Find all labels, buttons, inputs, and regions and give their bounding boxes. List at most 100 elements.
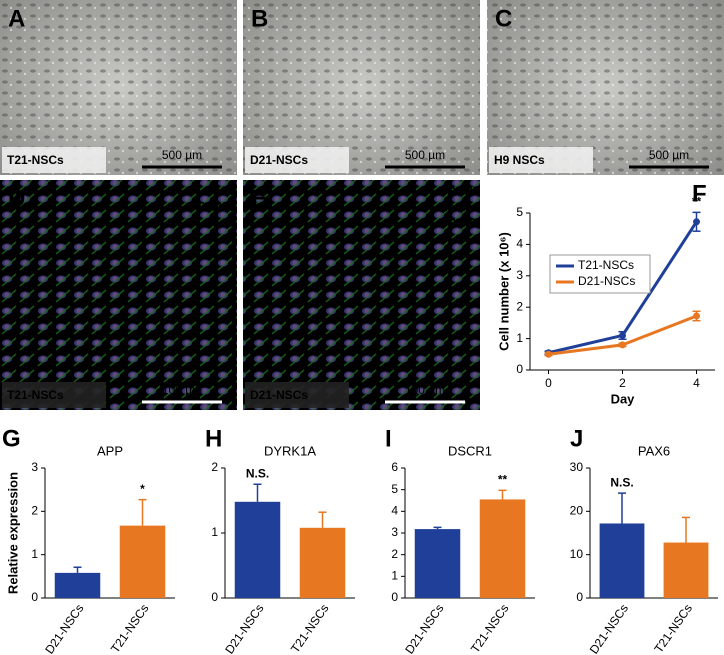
legend-box	[549, 254, 651, 294]
y-tick-label: 0	[391, 590, 398, 604]
x-tick-label: 0	[545, 376, 552, 390]
legend-label: D21-NSCs	[578, 274, 635, 288]
stain-label: DAPI	[447, 184, 476, 198]
y-tick-label: 2	[31, 504, 38, 518]
point	[693, 218, 700, 226]
y-tick-label: 4	[391, 504, 398, 518]
panel-label: I	[385, 425, 392, 452]
chart-title: DYRK1A	[264, 443, 316, 458]
y-tick-label: 1	[211, 525, 218, 539]
scale-bar-label: 500 µm	[405, 148, 445, 162]
bar	[119, 525, 166, 598]
y-tick-label: 0	[211, 590, 218, 604]
significance: **	[692, 195, 702, 209]
cell-texture	[0, 180, 237, 410]
chart-title: APP	[97, 443, 123, 458]
x-tick-label: T21-NSCs	[108, 602, 152, 655]
cell-texture	[487, 0, 724, 175]
bar	[663, 542, 709, 598]
y-tick-label: 0	[576, 590, 583, 604]
point	[545, 350, 552, 358]
chart-title: DSCR1	[448, 443, 492, 458]
x-tick-label: D21-NSCs	[587, 602, 631, 655]
y-axis-label: Cell number (x 10⁶)	[496, 232, 511, 351]
bar	[54, 572, 101, 598]
panel-label: G	[2, 425, 21, 452]
panel-label: C	[495, 5, 512, 32]
scale-bar-label: 100 µm	[162, 383, 202, 397]
y-tick-label: 3	[391, 525, 398, 539]
caption: H9 NSCs	[494, 153, 545, 167]
stain-label: Pax6	[205, 216, 233, 230]
cell-texture	[243, 180, 480, 410]
panel-label: B	[251, 5, 268, 32]
panel-label: J	[570, 425, 583, 452]
y-tick-label: 6	[391, 460, 398, 474]
caption-box	[489, 147, 593, 173]
y-tick-label: 0	[31, 590, 38, 604]
y-tick-label: 1	[391, 569, 398, 583]
caption-box	[245, 382, 349, 408]
point	[619, 331, 626, 339]
significance: *	[140, 482, 145, 496]
caption: D21-NSCs	[250, 388, 308, 402]
y-tick-label: 30	[570, 460, 584, 474]
caption: T21-NSCs	[7, 388, 64, 402]
stain-label: Pax6	[448, 216, 476, 230]
caption: T21-NSCs	[7, 153, 64, 167]
bar	[299, 527, 346, 598]
stain-label: DAPI	[204, 184, 233, 198]
x-tick-label: 4	[693, 376, 700, 390]
panel-label: E	[251, 185, 267, 212]
y-tick-label: 2	[211, 460, 218, 474]
scale-bar-label: 500 µm	[649, 148, 689, 162]
y-tick-label: 1	[516, 331, 523, 345]
legend-label: T21-NSCs	[578, 258, 634, 272]
significance: N.S.	[610, 475, 633, 489]
stain-label: Nestin	[196, 200, 233, 214]
significance: **	[498, 472, 508, 486]
y-axis-label: Relative expression	[5, 472, 20, 594]
y-tick-label: 5	[516, 205, 523, 219]
y-tick-label: 4	[516, 237, 523, 251]
y-tick-label: 0	[516, 362, 523, 376]
cell-texture	[0, 0, 237, 175]
bar	[479, 499, 526, 598]
bar	[414, 529, 461, 598]
panel-label: D	[8, 185, 25, 212]
x-axis-label: Day	[611, 391, 636, 406]
y-tick-label: 2	[391, 547, 398, 561]
caption-box	[2, 147, 106, 173]
panel-label: A	[8, 5, 25, 32]
x-tick-label: D21-NSCs	[222, 602, 266, 655]
y-tick-label: 1	[31, 547, 38, 561]
point	[619, 341, 626, 349]
cell-texture	[243, 0, 480, 175]
y-tick-label: 5	[391, 482, 398, 496]
stain-label: Nestin	[439, 200, 476, 214]
bar	[234, 501, 281, 598]
caption: D21-NSCs	[250, 153, 308, 167]
y-tick-label: 20	[570, 504, 584, 518]
scale-bar-label: 100 µm	[405, 383, 445, 397]
x-tick-label: T21-NSCs	[651, 602, 695, 655]
y-tick-label: 2	[516, 299, 523, 313]
x-tick-label: T21-NSCs	[468, 602, 512, 655]
panel-label: F	[692, 180, 707, 207]
x-tick-label: T21-NSCs	[288, 602, 332, 655]
y-tick-label: 3	[516, 268, 523, 282]
chart-title: PAX6	[638, 443, 670, 458]
caption-box	[2, 382, 106, 408]
panel-label: H	[205, 425, 222, 452]
significance: N.S.	[246, 466, 269, 480]
x-tick-label: D21-NSCs	[402, 602, 446, 655]
y-tick-label: 3	[31, 460, 38, 474]
point	[693, 312, 700, 320]
y-tick-label: 10	[570, 547, 584, 561]
scale-bar-label: 500 µm	[162, 148, 202, 162]
x-tick-label: 2	[619, 376, 626, 390]
caption-box	[245, 147, 349, 173]
bar	[599, 523, 645, 598]
